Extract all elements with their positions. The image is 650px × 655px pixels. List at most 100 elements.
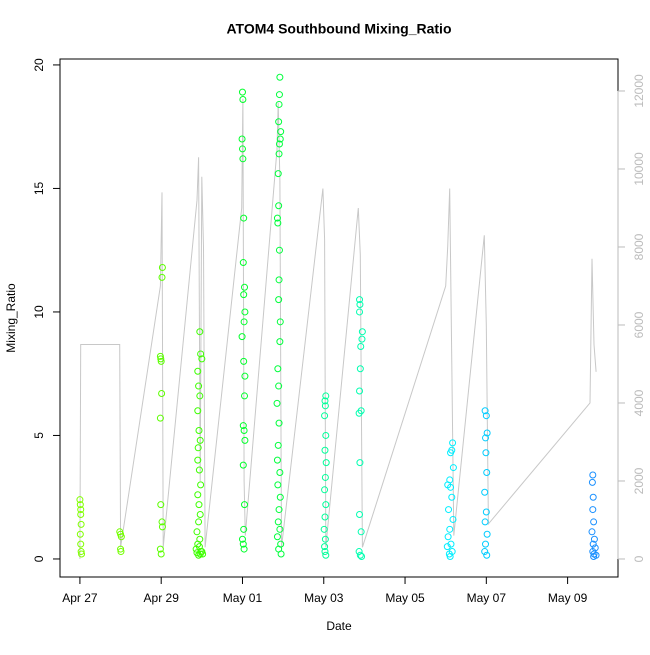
- x-tick-label: Apr 29: [144, 591, 180, 605]
- point: [195, 501, 203, 509]
- point: [194, 367, 202, 375]
- point: [589, 506, 597, 514]
- point: [275, 140, 283, 148]
- point: [196, 550, 204, 558]
- point: [483, 429, 491, 437]
- point: [273, 399, 281, 407]
- point: [481, 548, 489, 556]
- point: [322, 392, 330, 400]
- point: [77, 548, 85, 556]
- y2-tick-label: 6000: [632, 311, 646, 338]
- point: [321, 513, 329, 521]
- point: [321, 446, 329, 454]
- point: [158, 263, 166, 271]
- point: [157, 357, 165, 365]
- y2-tick-label: 8000: [632, 233, 646, 260]
- point: [277, 550, 285, 558]
- point: [241, 501, 249, 509]
- point: [356, 459, 364, 467]
- point: [76, 501, 84, 509]
- point: [240, 318, 248, 326]
- x-tick-label: May 09: [548, 591, 588, 605]
- point: [322, 501, 330, 509]
- point: [239, 259, 247, 267]
- point: [355, 409, 363, 417]
- point: [196, 436, 204, 444]
- point: [357, 343, 365, 351]
- point: [239, 96, 247, 104]
- point: [321, 397, 329, 405]
- point: [356, 296, 364, 304]
- point: [276, 338, 284, 346]
- point: [195, 518, 203, 526]
- point: [449, 515, 457, 523]
- point: [322, 431, 330, 439]
- point: [157, 355, 165, 363]
- x-tick-label: May 05: [385, 591, 425, 605]
- point: [275, 118, 283, 126]
- point: [358, 335, 366, 343]
- point: [275, 419, 283, 427]
- point: [483, 551, 491, 559]
- point: [322, 459, 330, 467]
- point: [321, 473, 329, 481]
- point: [238, 145, 246, 153]
- point: [483, 530, 491, 538]
- point: [275, 246, 283, 254]
- point: [276, 525, 284, 533]
- point: [482, 540, 490, 548]
- point: [240, 214, 248, 222]
- point: [588, 478, 596, 486]
- point: [117, 545, 125, 553]
- point: [156, 545, 164, 553]
- point: [481, 488, 489, 496]
- y-axis-label: Mixing_Ratio: [4, 283, 18, 353]
- point: [481, 407, 489, 415]
- point: [239, 155, 247, 163]
- point: [356, 511, 364, 519]
- point: [240, 525, 248, 533]
- point: [241, 372, 249, 380]
- point: [449, 464, 457, 472]
- point: [195, 543, 203, 551]
- point: [241, 308, 249, 316]
- point: [274, 219, 282, 227]
- point: [320, 525, 328, 533]
- point: [197, 350, 205, 358]
- point: [194, 444, 202, 452]
- point: [358, 328, 366, 336]
- x-tick-label: May 03: [304, 591, 344, 605]
- y2-tick-label: 4000: [632, 389, 646, 416]
- point: [156, 414, 164, 422]
- point: [446, 552, 454, 560]
- point: [274, 518, 282, 526]
- point: [76, 530, 84, 538]
- point: [196, 328, 204, 336]
- point: [158, 523, 166, 531]
- point: [277, 128, 285, 136]
- point: [447, 449, 455, 457]
- point: [158, 518, 166, 526]
- point: [241, 436, 249, 444]
- point: [449, 439, 457, 447]
- point: [196, 511, 204, 519]
- point: [240, 427, 248, 435]
- point: [443, 543, 451, 551]
- point: [483, 469, 491, 477]
- point: [589, 540, 597, 548]
- point: [356, 387, 364, 395]
- point: [590, 518, 598, 526]
- point: [482, 434, 490, 442]
- point: [276, 318, 284, 326]
- point: [356, 551, 364, 559]
- point: [157, 501, 165, 509]
- x-tick-label: May 07: [467, 591, 507, 605]
- point: [275, 150, 283, 158]
- point: [482, 449, 490, 457]
- point: [196, 392, 204, 400]
- point: [274, 441, 282, 449]
- point: [276, 469, 284, 477]
- point: [445, 506, 453, 514]
- point: [194, 407, 202, 415]
- point: [589, 493, 597, 501]
